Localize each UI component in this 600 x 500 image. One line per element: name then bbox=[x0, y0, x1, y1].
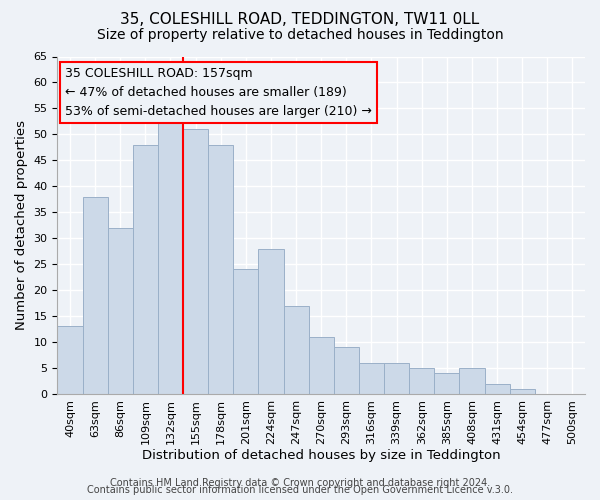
Text: 35, COLESHILL ROAD, TEDDINGTON, TW11 0LL: 35, COLESHILL ROAD, TEDDINGTON, TW11 0LL bbox=[121, 12, 479, 28]
Bar bbox=[107, 228, 133, 394]
Bar bbox=[485, 384, 509, 394]
Text: Contains HM Land Registry data © Crown copyright and database right 2024.: Contains HM Land Registry data © Crown c… bbox=[110, 478, 490, 488]
Bar bbox=[384, 363, 409, 394]
Bar bbox=[284, 306, 308, 394]
Bar bbox=[158, 114, 183, 394]
Bar bbox=[208, 145, 233, 394]
Text: Contains public sector information licensed under the Open Government Licence v.: Contains public sector information licen… bbox=[87, 485, 513, 495]
Y-axis label: Number of detached properties: Number of detached properties bbox=[15, 120, 28, 330]
Bar bbox=[460, 368, 485, 394]
Bar bbox=[434, 373, 460, 394]
Bar bbox=[334, 347, 359, 394]
Bar bbox=[233, 270, 259, 394]
Bar bbox=[359, 363, 384, 394]
Bar bbox=[58, 326, 83, 394]
Bar bbox=[409, 368, 434, 394]
Bar bbox=[259, 248, 284, 394]
Bar bbox=[133, 145, 158, 394]
Bar bbox=[183, 129, 208, 394]
X-axis label: Distribution of detached houses by size in Teddington: Distribution of detached houses by size … bbox=[142, 450, 500, 462]
Text: Size of property relative to detached houses in Teddington: Size of property relative to detached ho… bbox=[97, 28, 503, 42]
Text: 35 COLESHILL ROAD: 157sqm
← 47% of detached houses are smaller (189)
53% of semi: 35 COLESHILL ROAD: 157sqm ← 47% of detac… bbox=[65, 67, 372, 118]
Bar bbox=[83, 196, 107, 394]
Bar bbox=[308, 337, 334, 394]
Bar bbox=[509, 389, 535, 394]
